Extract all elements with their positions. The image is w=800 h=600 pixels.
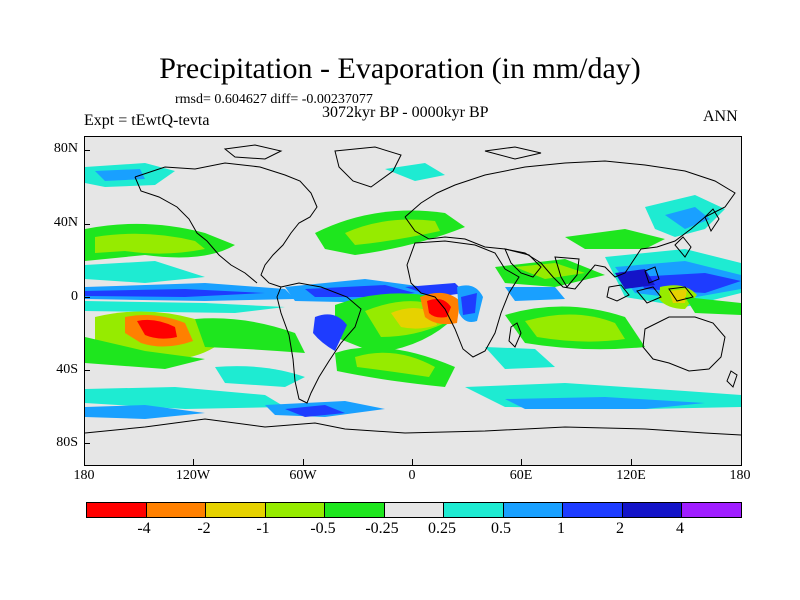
colorbar-label: -1	[256, 520, 270, 537]
colorbar-swatch	[503, 503, 564, 517]
colorbar-swatch	[146, 503, 207, 517]
colorbar-swatch	[563, 503, 623, 517]
colorbar-swatch	[206, 503, 266, 517]
lat-label-80n: 80N	[53, 141, 78, 156]
lon-label-180e: 180	[729, 468, 751, 483]
lat-tick	[84, 150, 90, 151]
colorbar-label: -4	[137, 520, 151, 537]
lon-label-120w: 120W	[175, 468, 211, 483]
season-label: ANN	[703, 108, 738, 125]
lon-label-120e: 120E	[616, 468, 646, 483]
colorbar-label: 4	[676, 520, 684, 537]
colorbar-label: 0.5	[491, 520, 511, 537]
colorbar-swatch	[325, 503, 385, 517]
colorbar	[86, 502, 742, 518]
colorbar-swatch	[622, 503, 683, 517]
plot-title: Precipitation - Evaporation (in mm/day)	[159, 52, 641, 85]
experiment-label: Expt = tEwtQ-tevta	[84, 112, 210, 129]
lat-label-0: 0	[71, 289, 78, 304]
map-panel	[84, 136, 742, 466]
stats-text: rmsd= 0.604627 diff= -0.00237077	[175, 92, 373, 107]
lon-label-0: 0	[408, 468, 416, 483]
lat-tick	[84, 443, 90, 444]
lat-label-40s: 40S	[56, 362, 78, 377]
colorbar-label: -0.5	[310, 520, 336, 537]
coastlines	[85, 144, 741, 436]
lat-label-80s: 80S	[56, 435, 78, 450]
lat-label-40n: 40N	[53, 215, 78, 230]
anomaly-fields	[85, 163, 741, 419]
colorbar-label: -0.25	[365, 520, 399, 537]
lon-tick	[412, 459, 413, 465]
lon-tick	[193, 459, 194, 465]
field-map	[85, 137, 741, 465]
colorbar-swatch	[87, 503, 147, 517]
lon-tick	[303, 459, 304, 465]
colorbar-swatch	[444, 503, 504, 517]
colorbar-label: 1	[557, 520, 565, 537]
lat-tick	[84, 370, 90, 371]
colorbar-swatch	[384, 503, 445, 517]
colorbar-swatch	[682, 503, 742, 517]
lat-tick	[84, 297, 90, 298]
colorbar-swatch	[265, 503, 326, 517]
lon-tick	[521, 459, 522, 465]
lon-tick	[631, 459, 632, 465]
lon-label-180w: 180	[73, 468, 95, 483]
period-label: 3072kyr BP - 0000kyr BP	[322, 104, 489, 121]
lat-tick	[84, 224, 90, 225]
colorbar-label: -2	[197, 520, 211, 537]
lon-label-60w: 60W	[289, 468, 317, 483]
lon-label-60e: 60E	[509, 468, 533, 483]
colorbar-label: 2	[616, 520, 624, 537]
colorbar-label: 0.25	[428, 520, 456, 537]
